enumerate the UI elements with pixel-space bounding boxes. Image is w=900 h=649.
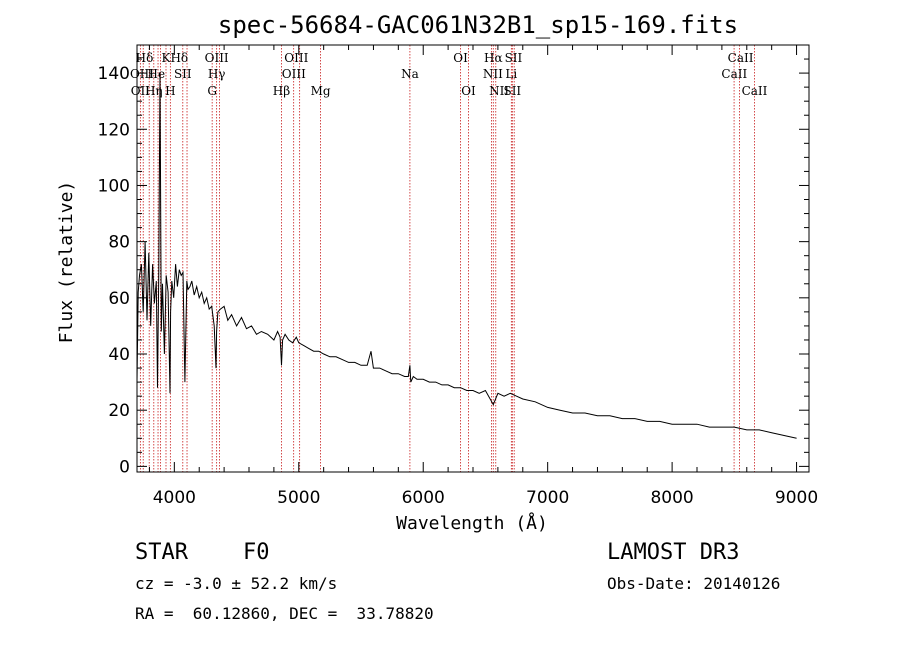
obs-date: Obs-Date: 20140126	[607, 574, 781, 593]
line-label-21: G	[207, 84, 217, 98]
y-tick-label-5: 100	[98, 176, 130, 196]
y-tick-label-3: 60	[108, 289, 130, 309]
y-tick-label-7: 140	[98, 64, 130, 84]
x-tick-label-5: 9000	[775, 488, 818, 508]
spectrum-chart: spec-56684-GAC061N32B1_sp15-169.fits Hδ K…	[56, 11, 818, 534]
coordinates-text: RA = 60.12860, DEC = 33.78820	[135, 604, 434, 623]
line-label-20: H	[165, 84, 175, 98]
x-tick-label-4: 8000	[650, 488, 693, 508]
y-tick-label-0: 0	[119, 457, 130, 477]
line-label-6: Hα	[484, 51, 503, 65]
line-label-27: CaII	[742, 84, 768, 98]
x-tick-label-2: 6000	[402, 488, 445, 508]
x-axis-label: Wavelength (Å)	[396, 512, 548, 534]
line-label-5: OI	[453, 51, 468, 65]
line-label-1: K	[162, 51, 172, 65]
line-label-24: OI	[461, 84, 476, 98]
y-tick-label-1: 20	[108, 401, 130, 421]
x-tick-label-0: 4000	[153, 488, 196, 508]
line-label-2: Hδ	[170, 51, 188, 65]
line-label-22: Hβ	[273, 84, 290, 98]
spectrum-line	[136, 73, 797, 439]
x-tick-label-3: 7000	[526, 488, 569, 508]
y-axis-label: Flux (relative)	[56, 181, 77, 344]
line-label-13: OIII	[282, 67, 306, 81]
x-tick-label-1: 5000	[277, 488, 320, 508]
line-label-4: OIII	[284, 51, 308, 65]
x-axis-ticks: 4000 5000 6000 7000 8000 9000	[148, 45, 818, 508]
line-label-7: SII	[505, 51, 523, 65]
object-class: STAR	[135, 540, 188, 565]
line-label-16: Li	[505, 67, 517, 81]
chart-title: spec-56684-GAC061N32B1_sp15-169.fits	[218, 11, 738, 39]
line-label-19: Hη	[145, 84, 163, 98]
y-axis-ticks: 0 20 40 60 80 100 120 140	[98, 58, 809, 477]
line-label-25: NII	[489, 84, 509, 98]
line-label-8: CaII	[728, 51, 754, 65]
survey-name: LAMOST DR3	[607, 540, 740, 565]
y-tick-label-2: 40	[108, 345, 130, 365]
line-label-3: OIII	[205, 51, 229, 65]
line-label-14: Na	[401, 67, 419, 81]
y-tick-label-4: 80	[108, 233, 130, 253]
line-label-10: He	[147, 67, 165, 81]
object-subclass: F0	[243, 540, 270, 565]
line-label-11: SII	[174, 67, 192, 81]
line-label-9: OIII	[130, 67, 154, 81]
line-label-18: OII	[131, 84, 151, 98]
redshift-text: cz = -3.0 ± 52.2 km/s	[135, 574, 338, 593]
line-label-26: SII	[503, 84, 521, 98]
y-tick-label-6: 120	[98, 120, 130, 140]
line-label-0: Hδ	[136, 51, 154, 65]
line-marks	[139, 45, 755, 472]
line-label-23: Mg	[311, 84, 331, 98]
line-label-17: CaII	[721, 67, 747, 81]
line-label-12: Hγ	[208, 67, 226, 81]
line-label-15: NII	[483, 67, 503, 81]
plot-frame	[136, 44, 810, 473]
